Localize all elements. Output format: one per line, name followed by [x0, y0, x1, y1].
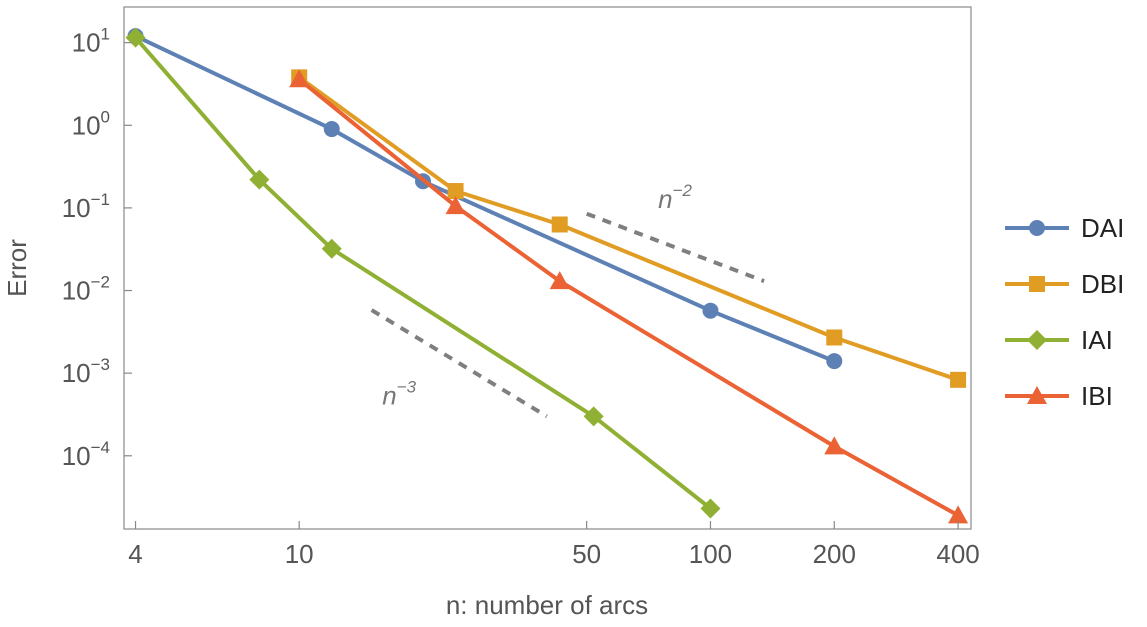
- reference-slope-line-1: [585, 211, 765, 283]
- series-line-dbi: [298, 75, 959, 382]
- legend-label-dbi: DBI: [1081, 269, 1124, 299]
- x-tick-label-10: 10: [285, 539, 314, 569]
- legend-marker-ibi: [1027, 386, 1047, 404]
- reference-slope-label-1: n−2: [658, 181, 692, 214]
- data-point-ibi-4: [824, 436, 845, 455]
- data-point-ibi-2: [445, 196, 466, 215]
- data-point-dai-4: [702, 302, 719, 319]
- legend-label-iai: IAI: [1081, 325, 1113, 355]
- y-tick-label-4: 10−4: [62, 438, 110, 471]
- data-point-ibi-5: [948, 505, 969, 524]
- series-ibi: [289, 69, 969, 524]
- x-tick-label-200: 200: [813, 539, 856, 569]
- data-point-dbi-4: [826, 329, 843, 346]
- series-line-ibi: [297, 77, 960, 518]
- x-tick-label-100: 100: [689, 539, 732, 569]
- y-tick-label-1: 10−1: [62, 190, 110, 223]
- data-point-dbi-3: [551, 216, 568, 233]
- legend-marker-iai: [1027, 330, 1047, 350]
- y-tick-label-1: 101: [72, 25, 110, 58]
- reference-slope-line-2: [370, 308, 548, 419]
- data-point-ibi-3: [549, 271, 570, 290]
- data-point-iai-4: [583, 406, 604, 427]
- series-dbi: [291, 69, 967, 388]
- data-point-dbi-5: [950, 371, 967, 388]
- data-point-dai-2: [323, 121, 340, 138]
- y-tick-label-0: 100: [72, 107, 110, 140]
- legend-item-iai: IAI: [1005, 325, 1113, 355]
- y-axis-label: Error: [2, 239, 32, 297]
- legend-item-ibi: IBI: [1005, 381, 1113, 411]
- axis-ticks: 4 10 50 100 200 400 101 100 10−1 10−2 10−3 10−4: [62, 25, 980, 569]
- legend: DAI DBI IAI IBI: [1005, 213, 1124, 411]
- series-iai: [125, 27, 721, 519]
- data-point-iai-5: [700, 498, 721, 519]
- data-point-iai-2: [249, 169, 270, 190]
- legend-label-dai: DAI: [1081, 213, 1124, 243]
- y-tick-label-2: 10−2: [62, 273, 110, 306]
- legend-item-dbi: DBI: [1005, 269, 1124, 299]
- x-axis-label: n: number of arcs: [446, 590, 648, 620]
- legend-item-dai: DAI: [1005, 213, 1124, 243]
- x-tick-label-50: 50: [572, 539, 601, 569]
- data-point-dai-5: [826, 353, 843, 370]
- reference-slopes: n−2 n−3: [370, 181, 765, 419]
- data-point-iai-3: [321, 238, 342, 259]
- legend-label-ibi: IBI: [1081, 381, 1113, 411]
- data-point-ibi-1: [289, 69, 310, 88]
- data-point-dbi-2: [447, 183, 464, 200]
- series-group: [125, 27, 969, 524]
- legend-marker-dbi: [1029, 276, 1045, 292]
- y-tick-label-3: 10−3: [62, 355, 110, 388]
- plot-frame: [123, 6, 972, 530]
- legend-marker-dai: [1029, 220, 1045, 236]
- x-tick-label-4: 4: [128, 539, 142, 569]
- reference-slope-label-2: n−3: [382, 377, 416, 410]
- x-tick-label-400: 400: [936, 539, 979, 569]
